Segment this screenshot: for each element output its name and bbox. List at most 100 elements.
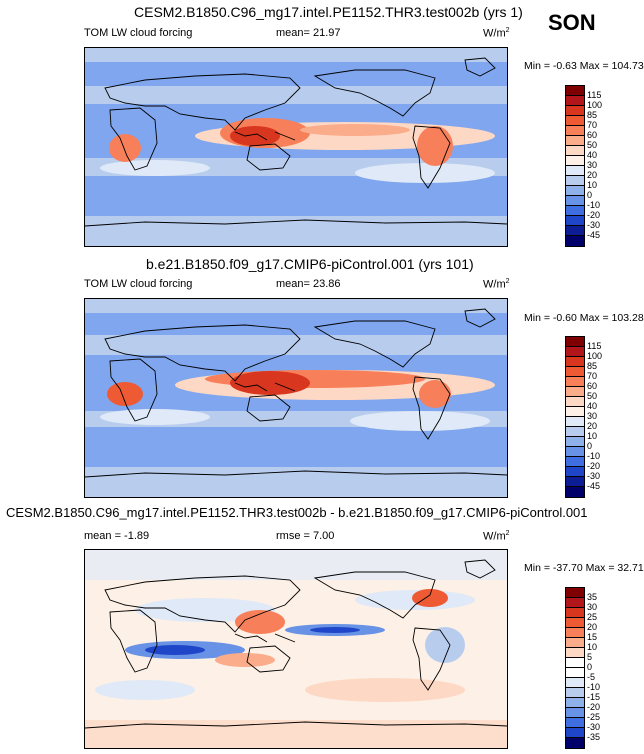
colorbar-cell	[566, 678, 584, 688]
panel2-colorbar	[565, 336, 585, 498]
panel1-variable: TOM LW cloud forcing	[84, 27, 193, 39]
colorbar-tick-label: -10	[587, 200, 601, 210]
antarctic-band	[85, 467, 507, 497]
arctic-diff	[85, 550, 507, 580]
colorbar-tick-label: 115	[587, 90, 602, 100]
colorbar-tick-label: 40	[587, 150, 598, 160]
panel1-map	[84, 47, 508, 247]
patch-se-atlantic	[100, 160, 210, 176]
panel1-units: W/m2	[483, 27, 510, 40]
colorbar-tick-label: 25	[587, 612, 598, 622]
colorbar-tick-label: 115	[587, 341, 602, 351]
colorbar-tick-label: 70	[587, 371, 598, 381]
coastlines	[85, 57, 507, 227]
colorbar-tick-label: 10	[587, 431, 598, 441]
colorbar-tick-label: -45	[587, 481, 601, 491]
colorbar-tick-label: 15	[587, 632, 598, 642]
colorbar-cell	[566, 86, 584, 96]
band-nh-subtropics	[85, 335, 507, 355]
panel3-rmse: rmse = 7.00	[276, 530, 335, 542]
colorbar-cell	[566, 618, 584, 628]
antarctic-band	[85, 216, 507, 246]
colorbar-tick-label: -10	[587, 451, 601, 461]
coastlines	[85, 308, 507, 478]
sh-neg-band	[95, 680, 195, 700]
colorbar-cell	[566, 688, 584, 698]
arctic-band	[85, 299, 507, 313]
panel1-title: CESM2.B1850.C96_mg17.intel.PE1152.THR3.t…	[134, 4, 523, 20]
panel3-minmax: Min = -37.70 Max = 32.71	[524, 562, 644, 574]
amazon-neg	[425, 627, 465, 663]
colorbar-tick-label: 0	[587, 441, 593, 451]
colorbar-tick-label: -20	[587, 210, 601, 220]
colorbar-cell	[566, 487, 584, 497]
colorbar-cell	[566, 146, 584, 156]
band-nh-subtropics	[85, 86, 507, 104]
colorbar-tick-label: 60	[587, 381, 598, 391]
africa-convection	[109, 134, 141, 162]
panel1-minmax: Min = -0.63 Max = 104.73	[524, 60, 644, 72]
maritime-pos	[235, 610, 285, 634]
colorbar-cell	[566, 397, 584, 407]
colorbar-cell	[566, 176, 584, 186]
colorbar-tick-label: -15	[587, 692, 601, 702]
arctic-band	[85, 48, 507, 62]
panel2-minmax: Min = -0.60 Max = 103.28	[524, 312, 644, 324]
colorbar-cell	[566, 206, 584, 216]
colorbar-cell	[566, 357, 584, 367]
colorbar-cell	[566, 718, 584, 728]
colorbar-cell	[566, 236, 584, 246]
colorbar-tick-label: -35	[587, 732, 601, 742]
colorbar-tick-label: -30	[587, 220, 601, 230]
colorbar-cell	[566, 658, 584, 668]
colorbar-cell	[566, 638, 584, 648]
panel1-mean: mean= 21.97	[276, 27, 341, 39]
colorbar-cell	[566, 668, 584, 678]
colorbar-tick-label: -5	[587, 672, 596, 682]
colorbar-cell	[566, 608, 584, 618]
colorbar-tick-label: -45	[587, 230, 601, 240]
colorbar-cell	[566, 427, 584, 437]
colorbar-tick-label: 10	[587, 642, 598, 652]
colorbar-tick-label: 60	[587, 130, 598, 140]
panel3-colorbar-ticks: 35 30 25 20 15 10 5 0 -5 -10 -15 -20 -25 -30 -35	[587, 587, 627, 747]
colorbar-cell	[566, 116, 584, 126]
patch-se-pacific	[355, 163, 495, 183]
colorbar-tick-label: -20	[587, 461, 601, 471]
colorbar-cell	[566, 457, 584, 467]
colorbar-tick-label: -30	[587, 471, 601, 481]
colorbar-tick-label: 35	[587, 592, 598, 602]
colorbar-tick-label: 20	[587, 622, 598, 632]
colorbar-cell	[566, 738, 584, 748]
warm-pool-core	[230, 371, 310, 395]
colorbar-tick-label: 85	[587, 110, 598, 120]
colorbar-cell	[566, 156, 584, 166]
colorbar-tick-label: 0	[587, 662, 593, 672]
colorbar-tick-label: -20	[587, 702, 601, 712]
panel2-colorbar-ticks: 115 100 85 70 60 50 40 30 20 10 0 -10 -20 -30 -45	[587, 336, 627, 496]
colorbar-tick-label: 20	[587, 170, 598, 180]
panel3-colorbar	[565, 587, 585, 749]
panel3-title: CESM2.B1850.C96_mg17.intel.PE1152.THR3.t…	[6, 505, 588, 520]
colorbar-cell	[566, 648, 584, 658]
atlantic-pos	[412, 589, 448, 607]
colorbar-tick-label: 70	[587, 120, 598, 130]
colorbar-tick-label: 50	[587, 391, 598, 401]
colorbar-cell	[566, 186, 584, 196]
colorbar-tick-label: 0	[587, 190, 593, 200]
colorbar-cell	[566, 588, 584, 598]
colorbar-tick-label: 30	[587, 602, 598, 612]
colorbar-tick-label: 10	[587, 180, 598, 190]
australia-pos	[215, 653, 275, 667]
panel2-title: b.e21.B1850.f09_g17.CMIP6-piControl.001 …	[146, 256, 474, 272]
colorbar-cell	[566, 216, 584, 226]
season-label: SON	[548, 10, 596, 35]
panel2-map	[84, 298, 508, 498]
panel3-map	[84, 549, 508, 749]
coastlines	[85, 559, 507, 729]
colorbar-tick-label: 5	[587, 652, 593, 662]
panel1-colorbar-ticks: 115 100 85 70 60 50 40 30 20 10 0 -10 -20 -30 -45	[587, 85, 627, 245]
colorbar-cell	[566, 628, 584, 638]
patch-se-atlantic	[100, 409, 210, 425]
colorbar-cell	[566, 126, 584, 136]
